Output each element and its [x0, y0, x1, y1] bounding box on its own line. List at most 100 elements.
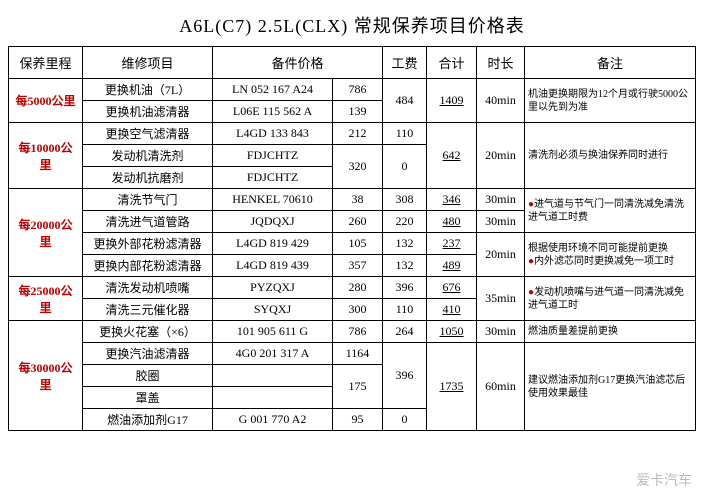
total: 1409	[427, 79, 477, 123]
total: 410	[427, 299, 477, 321]
note: ●进气道与节气门一同清洗减免清洗进气道工时费	[525, 189, 696, 233]
labor: 396	[383, 277, 427, 299]
price: 38	[333, 189, 383, 211]
price: 786	[333, 321, 383, 343]
total: 676	[427, 277, 477, 299]
page-title: A6L(C7) 2.5L(CLX) 常规保养项目价格表	[8, 12, 696, 38]
part: FDJCHTZ	[213, 145, 333, 167]
mileage-10000: 每10000公里	[9, 123, 83, 189]
price: 357	[333, 255, 383, 277]
item: 胶圈	[83, 365, 213, 387]
time: 30min	[477, 189, 525, 211]
part: FDJCHTZ	[213, 167, 333, 189]
part: LN 052 167 A24	[213, 79, 333, 101]
watermark: 爱卡汽车	[636, 470, 692, 490]
labor: 110	[383, 123, 427, 145]
price: 175	[333, 365, 383, 409]
total: 1735	[427, 343, 477, 431]
part: L4GD 133 843	[213, 123, 333, 145]
mileage-5000: 每5000公里	[9, 79, 83, 123]
item: 清洗节气门	[83, 189, 213, 211]
time: 35min	[477, 277, 525, 321]
labor: 484	[383, 79, 427, 123]
time: 20min	[477, 233, 525, 277]
price: 786	[333, 79, 383, 101]
total: 346	[427, 189, 477, 211]
time: 30min	[477, 321, 525, 343]
item: 罩盖	[83, 387, 213, 409]
table-row: 每10000公里 更换空气滤清器 L4GD 133 843 212 110 64…	[9, 123, 696, 145]
item: 更换空气滤清器	[83, 123, 213, 145]
price: 300	[333, 299, 383, 321]
h-time: 时长	[477, 47, 525, 79]
total: 237	[427, 233, 477, 255]
note: ●发动机喷嘴与进气道一同清洗减免进气道工时	[525, 277, 696, 321]
item: 清洗三元催化器	[83, 299, 213, 321]
labor: 132	[383, 255, 427, 277]
item: 更换机油（7L）	[83, 79, 213, 101]
price: 212	[333, 123, 383, 145]
note: 机油更换期限为12个月或行驶5000公里以先到为准	[525, 79, 696, 123]
item: 发动机抗磨剂	[83, 167, 213, 189]
time: 60min	[477, 343, 525, 431]
labor: 132	[383, 233, 427, 255]
h-part: 备件价格	[213, 47, 383, 79]
mileage-20000: 每20000公里	[9, 189, 83, 277]
labor: 396	[383, 343, 427, 409]
total: 480	[427, 211, 477, 233]
note: 根据使用环境不同可能提前更换●内外滤芯同时更换减免一项工时	[525, 233, 696, 277]
table-row: 每20000公里 清洗节气门 HENKEL 70610 38 308 346 3…	[9, 189, 696, 211]
part: L06E 115 562 A	[213, 101, 333, 123]
labor: 308	[383, 189, 427, 211]
h-note: 备注	[525, 47, 696, 79]
time: 20min	[477, 123, 525, 189]
part: G 001 770 A2	[213, 409, 333, 431]
table-row: 更换外部花粉滤清器 L4GD 819 429 105 132 237 20min…	[9, 233, 696, 255]
part	[213, 387, 333, 409]
price: 260	[333, 211, 383, 233]
h-item: 维修项目	[83, 47, 213, 79]
labor: 220	[383, 211, 427, 233]
part: HENKEL 70610	[213, 189, 333, 211]
item: 清洗发动机喷嘴	[83, 277, 213, 299]
total: 1050	[427, 321, 477, 343]
price: 139	[333, 101, 383, 123]
note: 清洗剂必须与换油保养同时进行	[525, 123, 696, 189]
header-row: 保养里程 维修项目 备件价格 工费 合计 时长 备注	[9, 47, 696, 79]
price: 105	[333, 233, 383, 255]
time: 40min	[477, 79, 525, 123]
price: 280	[333, 277, 383, 299]
part: JQDQXJ	[213, 211, 333, 233]
item: 更换机油滤清器	[83, 101, 213, 123]
note: 建议燃油添加剂G17更换汽油滤芯后使用效果最佳	[525, 343, 696, 431]
maintenance-table: 保养里程 维修项目 备件价格 工费 合计 时长 备注 每5000公里 更换机油（…	[8, 46, 696, 431]
price: 1164	[333, 343, 383, 365]
item: 燃油添加剂G17	[83, 409, 213, 431]
table-row: 更换汽油滤清器 4G0 201 317 A 1164 396 1735 60mi…	[9, 343, 696, 365]
part: 4G0 201 317 A	[213, 343, 333, 365]
total: 642	[427, 123, 477, 189]
h-mileage: 保养里程	[9, 47, 83, 79]
table-row: 每30000公里 更换火花塞（×6） 101 905 611 G 786 264…	[9, 321, 696, 343]
item: 发动机清洗剂	[83, 145, 213, 167]
part: SYQXJ	[213, 299, 333, 321]
item: 更换内部花粉滤清器	[83, 255, 213, 277]
part	[213, 365, 333, 387]
part: PYZQXJ	[213, 277, 333, 299]
table-row: 每5000公里 更换机油（7L） LN 052 167 A24 786 484 …	[9, 79, 696, 101]
labor: 264	[383, 321, 427, 343]
labor: 0	[383, 145, 427, 189]
item: 更换火花塞（×6）	[83, 321, 213, 343]
time: 30min	[477, 211, 525, 233]
part: L4GD 819 429	[213, 233, 333, 255]
h-labor: 工费	[383, 47, 427, 79]
mileage-25000: 每25000公里	[9, 277, 83, 321]
part: L4GD 819 439	[213, 255, 333, 277]
h-total: 合计	[427, 47, 477, 79]
item: 更换汽油滤清器	[83, 343, 213, 365]
note: 燃油质量差提前更换	[525, 321, 696, 343]
price: 95	[333, 409, 383, 431]
item: 清洗进气道管路	[83, 211, 213, 233]
price: 320	[333, 145, 383, 189]
labor: 0	[383, 409, 427, 431]
